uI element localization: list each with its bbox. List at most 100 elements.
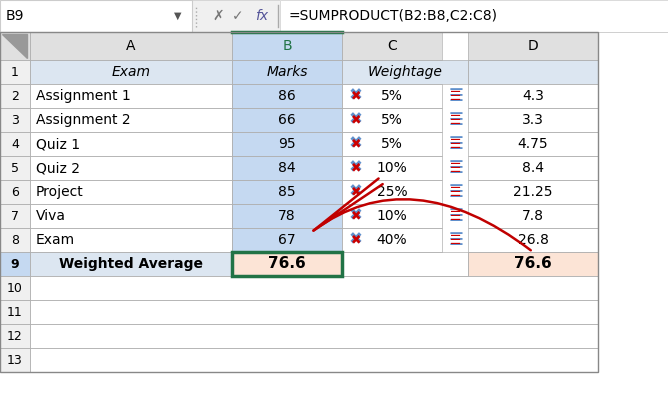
Bar <box>468 84 598 108</box>
Bar <box>232 132 342 156</box>
Text: Assignment 2: Assignment 2 <box>36 113 131 127</box>
Text: 25%: 25% <box>377 185 407 199</box>
Text: 21.25: 21.25 <box>513 185 552 199</box>
Bar <box>468 228 598 252</box>
Text: ✖: ✖ <box>349 87 363 105</box>
Bar <box>232 32 342 60</box>
Bar <box>468 252 598 276</box>
Bar <box>342 252 468 276</box>
Bar <box>232 108 342 132</box>
Text: ✖: ✖ <box>349 135 363 153</box>
Bar <box>232 132 342 156</box>
Bar <box>0 60 30 84</box>
Bar <box>0 0 668 32</box>
Text: Assignment 1: Assignment 1 <box>36 89 131 103</box>
Bar <box>280 0 668 32</box>
Bar <box>468 180 598 204</box>
Bar <box>342 204 442 228</box>
Bar <box>342 252 468 276</box>
Bar <box>0 348 30 372</box>
Bar <box>30 348 598 372</box>
Bar <box>232 228 342 252</box>
Bar <box>232 180 342 204</box>
Text: 11: 11 <box>7 305 23 318</box>
Bar <box>30 276 598 300</box>
Bar <box>280 0 668 32</box>
Bar <box>232 252 342 276</box>
Bar <box>0 252 30 276</box>
Text: ✗: ✗ <box>212 9 224 23</box>
Bar <box>30 156 232 180</box>
Bar <box>30 84 232 108</box>
Bar <box>468 108 598 132</box>
Bar <box>30 300 598 324</box>
Bar <box>342 204 442 228</box>
Bar <box>30 180 232 204</box>
Bar <box>0 108 30 132</box>
Bar <box>342 108 442 132</box>
Bar <box>30 84 232 108</box>
Text: 86: 86 <box>278 89 296 103</box>
Text: ✖: ✖ <box>349 159 363 177</box>
Text: ✖: ✖ <box>349 207 363 225</box>
Text: 76.6: 76.6 <box>514 257 552 271</box>
Text: B9: B9 <box>6 9 25 23</box>
Bar <box>468 60 598 84</box>
Bar <box>30 228 232 252</box>
Bar <box>342 108 442 132</box>
Bar <box>0 204 30 228</box>
Text: 10%: 10% <box>377 161 407 175</box>
Bar <box>0 0 192 32</box>
Text: 4.75: 4.75 <box>518 137 548 151</box>
Text: Weightage: Weightage <box>367 65 442 79</box>
Text: ☰: ☰ <box>450 210 462 223</box>
Text: 4.3: 4.3 <box>522 89 544 103</box>
Text: 40%: 40% <box>377 233 407 247</box>
Bar <box>232 108 342 132</box>
Bar <box>30 132 232 156</box>
Bar <box>0 156 30 180</box>
Text: ✖: ✖ <box>351 137 361 150</box>
Text: 13: 13 <box>7 354 23 367</box>
Bar <box>468 32 598 60</box>
Text: 5%: 5% <box>381 89 403 103</box>
Text: fx: fx <box>255 9 269 23</box>
Bar <box>232 156 342 180</box>
Text: ✖: ✖ <box>351 210 361 223</box>
Bar <box>0 0 192 32</box>
Bar <box>30 324 598 348</box>
Bar <box>342 180 442 204</box>
Bar <box>30 324 598 348</box>
Bar <box>30 108 232 132</box>
Bar <box>232 252 342 276</box>
Text: ✖: ✖ <box>349 111 363 129</box>
Bar <box>0 228 30 252</box>
Text: 1: 1 <box>11 66 19 79</box>
Bar <box>232 252 342 276</box>
Text: 8.4: 8.4 <box>522 161 544 175</box>
Bar <box>0 180 30 204</box>
Bar <box>0 60 30 84</box>
Text: 78: 78 <box>278 209 296 223</box>
Bar <box>0 300 30 324</box>
Bar <box>0 132 30 156</box>
Text: Quiz 1: Quiz 1 <box>36 137 80 151</box>
Bar <box>342 132 442 156</box>
Text: Exam: Exam <box>112 65 150 79</box>
Bar <box>468 108 598 132</box>
Text: ☰: ☰ <box>450 186 462 199</box>
Bar <box>468 252 598 276</box>
Bar <box>468 32 598 60</box>
Bar <box>342 228 442 252</box>
Bar <box>30 276 598 300</box>
Bar <box>30 180 232 204</box>
Text: Quiz 2: Quiz 2 <box>36 161 80 175</box>
Text: 7.8: 7.8 <box>522 209 544 223</box>
Text: ☰: ☰ <box>450 89 462 102</box>
Text: ☰: ☰ <box>450 137 462 150</box>
Bar <box>30 204 232 228</box>
Text: Project: Project <box>36 185 84 199</box>
Bar <box>342 228 442 252</box>
Bar <box>232 32 342 60</box>
Text: ✖: ✖ <box>351 89 361 102</box>
